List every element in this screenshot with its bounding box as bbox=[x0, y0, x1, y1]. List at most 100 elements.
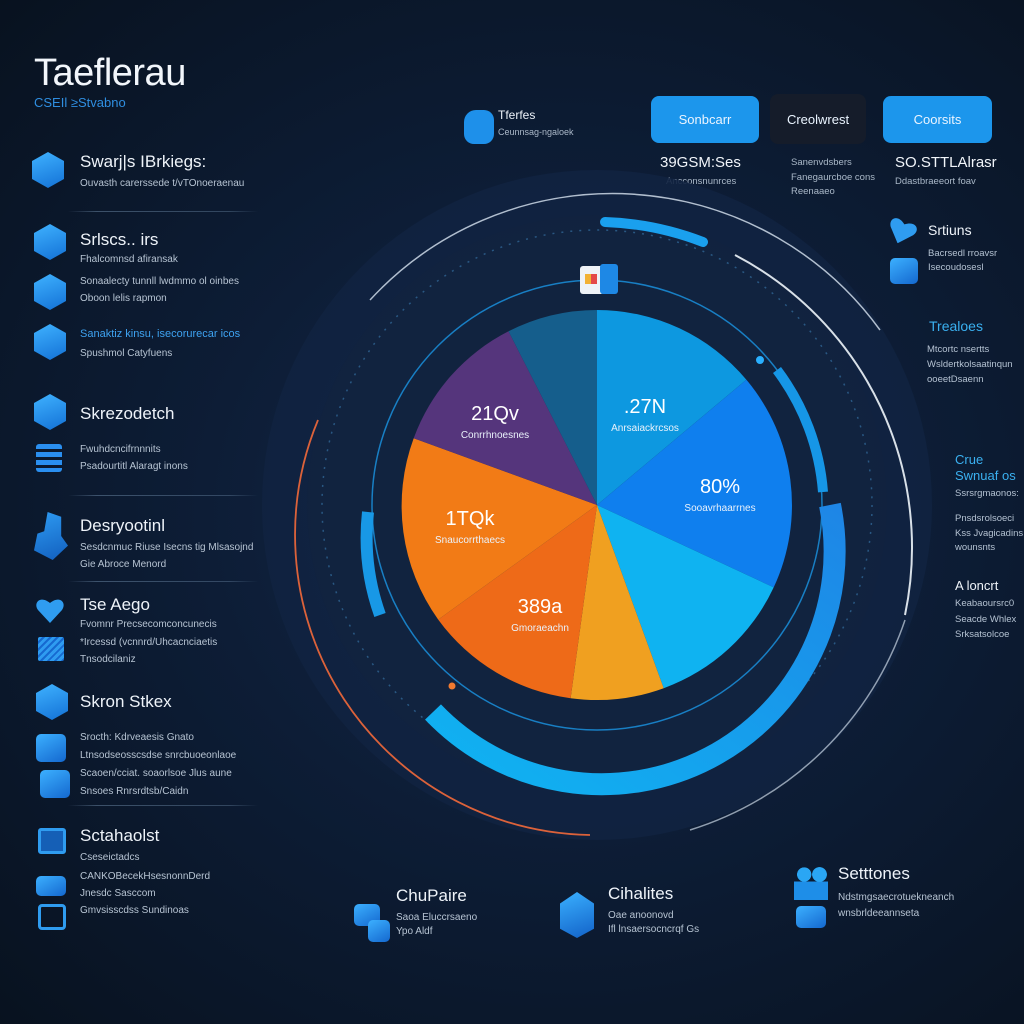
right-group-line: Srksatsolcoe bbox=[955, 629, 1010, 640]
right-group-line: Keabaoursrc0 bbox=[955, 598, 1015, 609]
sidebar-item-title: Srlscs.. irs bbox=[80, 230, 159, 249]
bottom-item-line: Oae anoonovd bbox=[608, 910, 674, 921]
sidebar-item-line: Jnesdc Sasccom bbox=[80, 888, 156, 899]
sidebar-item-line: Fvomnr Precsecomconcunecis bbox=[80, 619, 217, 630]
people-icon bbox=[794, 866, 828, 900]
sidebar-item-line: Sesdcnmuc Riuse Isecns tig Mlsasojnd bbox=[80, 542, 254, 553]
pie-label-6: 21Qv Conrrhnoesnes bbox=[445, 403, 545, 441]
sidebar-item-line: CANKOBecekHsesnonnDerd bbox=[80, 871, 211, 882]
chart-badge-accent bbox=[600, 264, 618, 294]
sidebar-item-title: Desryootinl bbox=[80, 516, 166, 535]
pie-label-value: 80% bbox=[699, 476, 741, 498]
right-group-line: Ssrsrgmaonos: bbox=[955, 488, 1019, 499]
bottom-item-line: Ndstmgsaecrotuekneanch bbox=[838, 892, 955, 903]
heart-icon bbox=[884, 214, 919, 248]
right-group-line: Seacde Whlex bbox=[955, 614, 1017, 625]
sidebar-item-line: Spushmol Catyfuens bbox=[80, 348, 173, 359]
top-button-2[interactable]: Coorsits bbox=[883, 96, 992, 143]
sidebar-item-title: Tse Aego bbox=[80, 595, 150, 614]
package-icon bbox=[560, 892, 594, 938]
right-group-line: Isecoudosesl bbox=[928, 262, 984, 273]
top-button-0[interactable]: Sonbcarr bbox=[651, 96, 759, 143]
sidebar-item-line: Gie Abroce Menord bbox=[80, 559, 167, 570]
right-group-2[interactable]: Crue Swnuaf os Ssrsrgmaonos: Pnsdsrolsoe… bbox=[955, 452, 1024, 557]
bottom-item-title: Cihalites bbox=[608, 884, 674, 903]
sidebar-divider bbox=[68, 805, 258, 806]
bottom-item-title: ChuPaire bbox=[396, 886, 467, 905]
right-group-line: Mtcortc nsertts bbox=[927, 344, 990, 355]
sidebar-item-title: Skrezodetch bbox=[80, 404, 175, 423]
app-title: Taeflerau bbox=[34, 52, 186, 94]
chart-badge[interactable] bbox=[580, 264, 620, 296]
stat-value-0: 39GSM:Ses bbox=[660, 154, 741, 171]
right-group-3[interactable]: A loncrt Keabaoursrc0 Seacde Whlex Srksa… bbox=[955, 578, 1024, 643]
right-group-title: Trealoes bbox=[929, 318, 983, 334]
right-group-line: ooeetDsaenn bbox=[927, 374, 984, 385]
pie-label-text: Anrsaiackrcsos bbox=[611, 423, 679, 434]
box-icon bbox=[890, 258, 918, 284]
sidebar-item-line: Srocth: Kdrveaesis Gnato bbox=[80, 732, 194, 743]
sidebar-item-line: Tnsodcilaniz bbox=[80, 654, 136, 665]
sidebar-item-line: Fhalcomnsd afiransak bbox=[80, 254, 178, 265]
right-group-line: wounsnts bbox=[955, 542, 996, 553]
sidebar-divider bbox=[68, 495, 258, 496]
stat-line: Fanegaurcboe cons bbox=[791, 172, 875, 183]
sidebar-item-line: Ltnsodseosscsdse snrcbuoeonlaoe bbox=[80, 750, 237, 761]
monitor-icon bbox=[38, 828, 66, 854]
right-group-title: A loncrt bbox=[955, 578, 999, 593]
chart-badge-mini-chart-icon bbox=[585, 274, 597, 284]
shield-icon bbox=[464, 110, 494, 144]
pie-label-value: .27N bbox=[623, 396, 667, 418]
pie-label-value: 21Qv bbox=[471, 403, 519, 425]
sidebar-item-line: Cseseictadcs bbox=[80, 852, 140, 863]
sidebar: Swarj|s IBrkiegs: Ouvasth carerssede t/v… bbox=[0, 140, 270, 940]
stat-line: Ancconsnunrces bbox=[666, 176, 737, 187]
top-button-1[interactable]: Creolwrest bbox=[770, 94, 866, 144]
pie-label-0: .27N Anrsaiackrcsos bbox=[595, 396, 695, 434]
top-widget-subtitle: Ceunnsag-ngaloek bbox=[498, 127, 574, 137]
bottom-item-0[interactable]: ChuPaire Saoa Eluccrsaeno Ypo Aldf bbox=[352, 880, 502, 945]
right-group-line: Wsldertkolsaatinqun bbox=[927, 359, 1013, 370]
pie-label-text: Conrrhnoesnes bbox=[460, 430, 530, 441]
pie-label-text: Sooavrhaarrnes bbox=[684, 503, 756, 514]
right-group-line: Kss Jvagicadins bbox=[955, 528, 1024, 539]
stat-line: Sanenvdsbers bbox=[791, 157, 852, 168]
bottom-item-title: Setttones bbox=[838, 864, 910, 883]
bottom-item-line: Ypo Aldf bbox=[396, 926, 433, 937]
bottom-item-line: wnsbrldeeannseta bbox=[838, 908, 920, 919]
top-widget[interactable]: Tferfes Ceunnsag-ngaloek bbox=[462, 106, 582, 146]
bottom-item-1[interactable]: Cihalites Oae anoonovd Ifl lnsaersocncrq… bbox=[558, 878, 728, 943]
stat-line: Ddastbraeeort foav bbox=[895, 176, 976, 187]
bottom-item-line: Saoa Eluccrsaeno bbox=[396, 912, 478, 923]
pie-label-4: 389a Gmoraeachn bbox=[490, 596, 590, 634]
stack-icon bbox=[36, 444, 62, 472]
sidebar-item-line: Psadourtitl Alaragt inons bbox=[80, 461, 188, 472]
folder-icon bbox=[38, 637, 64, 661]
stat-line: Reenaaeo bbox=[791, 186, 835, 197]
right-group-title: Srtiuns bbox=[928, 222, 972, 238]
stat-value-2: SO.STTLAlrasr bbox=[895, 154, 997, 171]
sidebar-item-line: Ouvasth carerssede t/vTOnoeraenau bbox=[80, 178, 245, 189]
puzzle-piece-icon bbox=[368, 920, 390, 942]
bottom-item-2[interactable]: Setttones Ndstmgsaecrotuekneanch wnsbrld… bbox=[794, 862, 994, 932]
sidebar-item-title: Swarj|s IBrkiegs: bbox=[80, 152, 207, 171]
refresh-card-icon bbox=[796, 906, 826, 928]
pie-label-text: Snaucorrthaecs bbox=[434, 535, 506, 546]
pie-label-1: 80% Sooavrhaarrnes bbox=[670, 476, 770, 514]
sidebar-divider bbox=[68, 211, 258, 212]
sidebar-divider bbox=[68, 581, 258, 582]
sidebar-item-title: Skron Stkex bbox=[80, 692, 172, 711]
box-icon bbox=[40, 770, 70, 798]
pie-label-value: 1TQk bbox=[445, 508, 495, 530]
sidebar-item-line: Snsoes Rnrsrdtsb/Caidn bbox=[80, 786, 189, 797]
sidebar-item-title: Sctahaolst bbox=[80, 826, 160, 845]
card-icon bbox=[36, 876, 66, 896]
sidebar-item-line: Gmvsisscdss Sundinoas bbox=[80, 905, 189, 916]
right-group-0[interactable]: Srtiuns Bacrsedl rroavsr Isecoudosesl bbox=[888, 216, 1024, 291]
right-group-1[interactable]: Trealoes Mtcortc nsertts Wsldertkolsaati… bbox=[925, 318, 1024, 388]
pie-slices bbox=[401, 310, 792, 700]
sidebar-item-title: Sanaktiz kinsu, isecorurecar icos bbox=[80, 328, 241, 340]
sidebar-item-line: Oboon lelis rapmon bbox=[80, 293, 167, 304]
edit-icon bbox=[38, 904, 66, 930]
pie-label-value: 389a bbox=[517, 596, 563, 618]
